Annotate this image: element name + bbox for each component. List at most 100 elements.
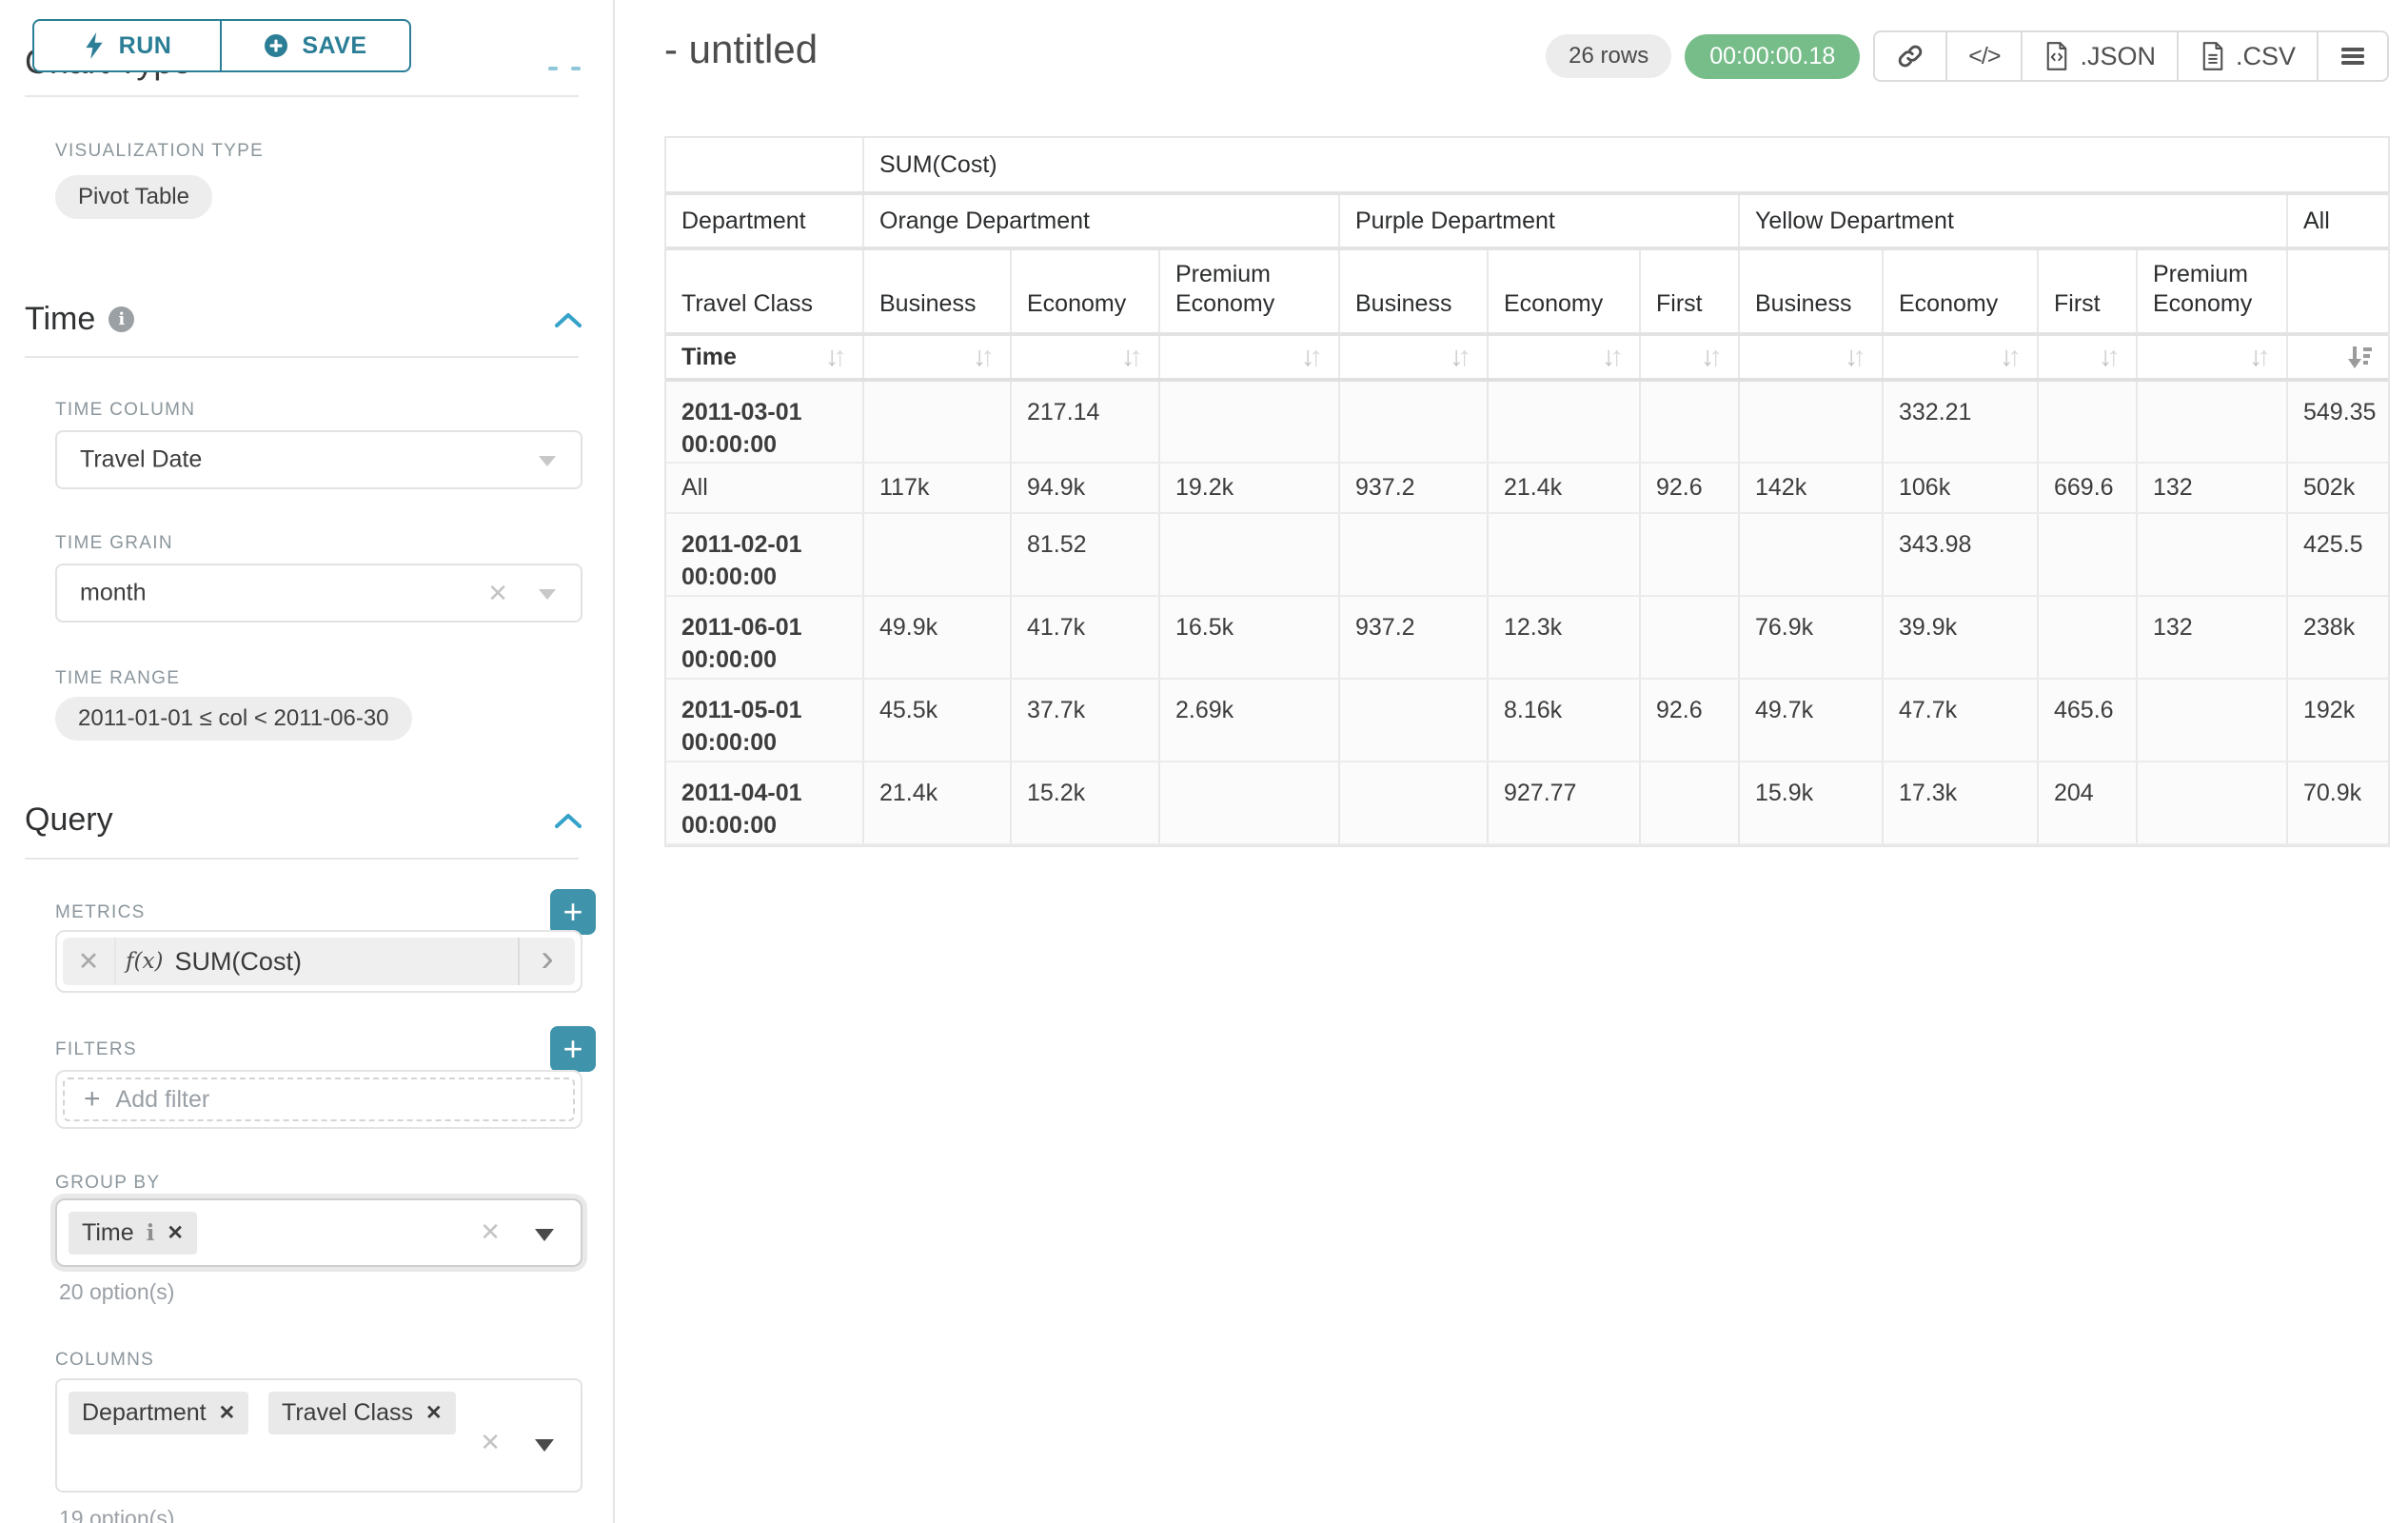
clipped-icon-fragment [571, 67, 581, 70]
divider [25, 356, 579, 358]
remove-tag-icon[interactable]: ✕ [167, 1222, 184, 1244]
time-grain-select[interactable]: month ✕ [55, 564, 582, 623]
export-csv-button[interactable]: .CSV [2176, 32, 2317, 80]
view-query-button[interactable]: </> [1945, 32, 2021, 80]
pivot-corner-cell [666, 138, 864, 195]
clear-icon[interactable]: ✕ [480, 1428, 501, 1456]
pivot-value-cell: 2.69k [1159, 679, 1340, 762]
pivot-sort-cell[interactable]: ↓ ↑ [2038, 334, 2138, 382]
pivot-value-cell: 49.9k [863, 596, 1012, 680]
clear-icon[interactable]: ✕ [487, 579, 508, 607]
pivot-value-cell [863, 380, 1012, 464]
chevron-down-icon [539, 456, 556, 466]
visualization-type-pill[interactable]: Pivot Table [55, 175, 212, 219]
group-by-tag-label: Time [82, 1219, 134, 1246]
collapse-chevron-up-icon[interactable] [554, 812, 582, 829]
sort-icon[interactable]: ↓ ↑ [1301, 341, 1323, 372]
pivot-rowdim-label: Time [681, 343, 737, 370]
file-code-icon [2047, 42, 2067, 70]
pivot-sort-cell[interactable]: ↓ ↑ [1488, 334, 1641, 382]
pivot-value-cell: 132 [2137, 596, 2288, 680]
time-range-pill[interactable]: 2011-01-01 ≤ col < 2011-06-30 [55, 697, 412, 741]
collapse-chevron-up-icon[interactable] [554, 311, 582, 328]
group-by-select[interactable]: Time i ✕ ✕ [55, 1198, 582, 1267]
sort-desc-active-icon[interactable] [2346, 344, 2373, 370]
pivot-value-cell: 425.5 [2287, 513, 2389, 597]
divider [25, 95, 579, 97]
pivot-subgroup-header: First [2038, 248, 2138, 336]
time-grain-label: TIME GRAIN [55, 533, 173, 553]
pivot-subgroup-header: Business [1339, 248, 1489, 336]
pivot-value-cell: 937.2 [1339, 596, 1489, 680]
remove-tag-icon[interactable]: ✕ [218, 1402, 236, 1424]
sort-icon[interactable]: ↓ ↑ [2099, 341, 2121, 372]
pivot-row-header: 2011-02-01 00:00:00 [666, 513, 864, 597]
pivot-sort-cell[interactable]: ↓ ↑ [2137, 334, 2288, 382]
share-link-button[interactable] [1875, 32, 1945, 80]
remove-tag-icon[interactable]: ✕ [425, 1402, 443, 1424]
pivot-value-cell [1739, 380, 1884, 464]
pivot-subgroup-header: Economy [1488, 248, 1641, 336]
save-button[interactable]: SAVE [221, 19, 411, 72]
sort-icon[interactable]: ↓ ↑ [973, 341, 995, 372]
pivot-value-cell: 8.16k [1488, 679, 1641, 762]
pivot-subgroup-header: Business [863, 248, 1012, 336]
pivot-sort-cell[interactable]: ↓ ↑ [863, 334, 1012, 382]
pivot-value-cell: 45.5k [863, 679, 1012, 762]
sort-icon[interactable]: ↓ ↑ [1121, 341, 1143, 372]
add-filter-plus-button[interactable]: + [550, 1026, 596, 1072]
export-button-group: </> .JSON [1873, 30, 2389, 82]
time-column-select[interactable]: Travel Date [55, 430, 582, 489]
chevron-right-icon[interactable]: › [518, 938, 575, 985]
pivot-subgroup-header: Premium Economy [1159, 248, 1340, 336]
pivot-value-cell: 106k [1883, 463, 2039, 514]
info-icon: i [109, 307, 135, 332]
pivot-group-header: Purple Department [1339, 193, 1740, 250]
pivot-rowdim-sort-cell[interactable]: Time ↓ ↑ [666, 334, 864, 382]
more-options-button[interactable] [2317, 32, 2387, 80]
sort-icon[interactable]: ↓ ↑ [825, 341, 847, 372]
sort-icon[interactable]: ↓ ↑ [1450, 341, 1471, 372]
chart-title[interactable]: - untitled [664, 27, 819, 71]
sort-icon[interactable]: ↓ ↑ [1701, 341, 1723, 372]
pivot-value-cell: 465.6 [2038, 679, 2138, 762]
metric-pill[interactable]: ✕ f(x) SUM(Cost) › [63, 938, 575, 985]
export-csv-label: .CSV [2235, 41, 2296, 70]
plus-icon: + [84, 1083, 101, 1115]
clipped-icon-fragment [548, 67, 558, 70]
columns-options-hint: 19 option(s) [59, 1506, 175, 1523]
pivot-value-cell: 937.2 [1339, 463, 1489, 514]
remove-metric-icon[interactable]: ✕ [77, 946, 100, 976]
pivot-sort-cell[interactable]: ↓ ↑ [1159, 334, 1340, 382]
sort-icon[interactable]: ↓ ↑ [2000, 341, 2022, 372]
query-section-header: Query [25, 801, 582, 839]
pivot-value-cell: 669.6 [2038, 463, 2138, 514]
pivot-data-row: 2011-05-01 00:00:00 45.5k 37.7k 2.69k 8.16k 9… [666, 679, 2389, 762]
pivot-value-cell: 502k [2287, 463, 2389, 514]
pivot-value-cell: 37.7k [1011, 679, 1160, 762]
fx-icon: f(x) [126, 949, 164, 974]
sort-icon[interactable]: ↓ ↑ [1602, 341, 1624, 372]
columns-tag-label: Department [82, 1399, 207, 1426]
pivot-value-cell [1488, 380, 1641, 464]
pivot-sort-cell[interactable]: ↓ ↑ [1883, 334, 2039, 382]
pivot-sort-cell[interactable]: ↓ ↑ [1011, 334, 1160, 382]
pivot-sort-cell[interactable]: ↓ ↑ [1339, 334, 1489, 382]
add-metric-button[interactable]: + [550, 889, 596, 935]
add-filter-dropzone[interactable]: + Add filter [63, 1078, 575, 1121]
metric-name: SUM(Cost) [174, 946, 302, 976]
columns-select[interactable]: Department ✕ Travel Class ✕ ✕ [55, 1378, 582, 1493]
pivot-value-cell [1640, 513, 1740, 597]
export-json-button[interactable]: .JSON [2021, 32, 2177, 80]
pivot-sort-cell[interactable]: ↓ ↑ [1739, 334, 1884, 382]
clear-icon[interactable]: ✕ [480, 1217, 501, 1246]
pivot-sort-cell[interactable] [2287, 334, 2389, 382]
time-section-title: Time [25, 301, 96, 337]
sort-icon[interactable]: ↓ ↑ [2249, 341, 2271, 372]
pivot-sort-cell[interactable]: ↓ ↑ [1640, 334, 1740, 382]
row-count-badge: 26 rows [1546, 34, 1672, 78]
run-button[interactable]: RUN [32, 19, 221, 72]
lightning-bolt-icon [86, 32, 103, 59]
sort-icon[interactable]: ↓ ↑ [1845, 341, 1866, 372]
